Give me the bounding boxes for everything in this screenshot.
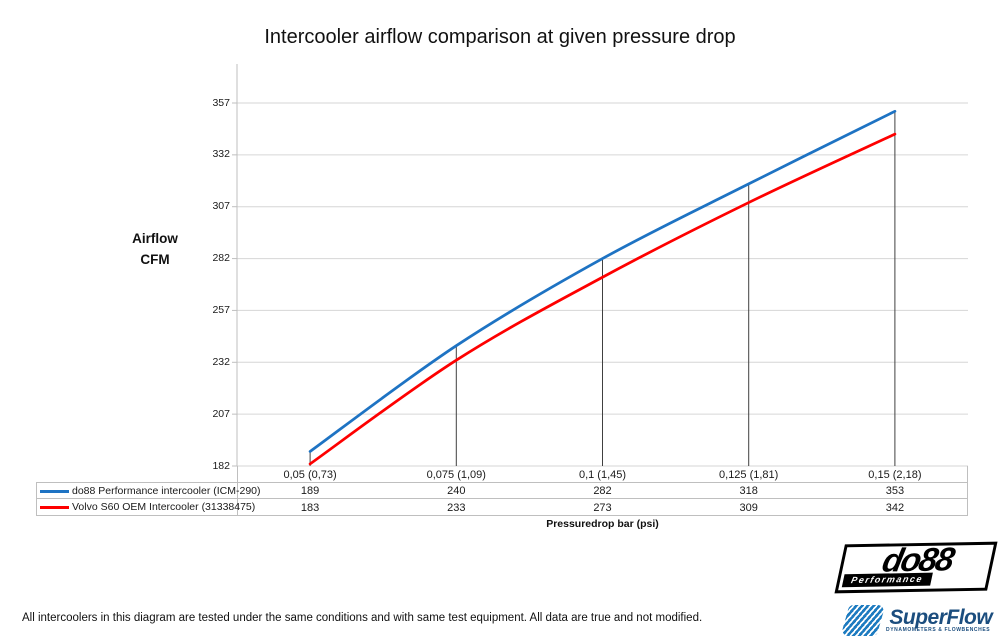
superflow-wordmark: SuperFlow [889, 606, 993, 629]
table-value-cell: 309 [739, 501, 758, 514]
footnote-text: All intercoolers in this diagram are tes… [22, 612, 703, 624]
table-value-cell: 233 [447, 501, 466, 514]
do88-logo-performance-bar: Performance [841, 572, 933, 588]
y-tick-label: 357 [212, 96, 230, 109]
do88-logo: do88 Performance [834, 540, 998, 594]
oem-series-line [308, 132, 897, 466]
table-value-cell: 282 [593, 485, 612, 497]
y-axis-title-line2: CFM [140, 252, 170, 267]
x-category-label: 0,075 (1,09) [426, 469, 486, 481]
table-value-cell: 318 [739, 485, 758, 497]
y-tick-label: 207 [212, 407, 230, 420]
x-category-label: 0,05 (0,73) [283, 469, 337, 481]
table-border-legend-divider [237, 466, 238, 515]
x-axis-title: Pressuredrop bar (psi) [546, 518, 659, 530]
table-border-middle [36, 498, 968, 499]
table-border-bottom [36, 515, 968, 516]
y-tick-label: 307 [212, 200, 230, 213]
superflow-logo: SuperFlow DYNAMOMETERS & FLOWBENCHES [840, 601, 993, 639]
superflow-tagline: DYNAMOMETERS & FLOWBENCHES [886, 627, 991, 633]
superflow-waves-icon [840, 604, 886, 636]
legend-row-do88: do88 Performance intercooler (ICM-290) [36, 483, 261, 499]
y-tick-label: 232 [212, 355, 230, 368]
do88-series-swatch [40, 489, 69, 493]
chart-title: Intercooler airflow comparison at given … [264, 26, 736, 48]
table-border-top [36, 482, 968, 483]
y-tick-label: 182 [212, 459, 230, 472]
do88-series-label: do88 Performance intercooler (ICM-290) [72, 485, 261, 497]
do88-logo-wordmark: do88 [879, 540, 957, 579]
x-category-label: 0,1 (1,45) [578, 469, 627, 481]
oem-series-swatch [40, 505, 69, 509]
superflow-logo-text: SuperFlow DYNAMOMETERS & FLOWBENCHES [886, 606, 993, 634]
y-axis-title-line1: Airflow [132, 231, 178, 246]
table-value-cell: 342 [885, 501, 905, 514]
table-value-cell: 189 [300, 485, 320, 497]
table-border-right [967, 466, 968, 515]
table-value-cell: 353 [885, 485, 905, 497]
table-value-cell: 273 [593, 501, 612, 514]
do88-series-line [308, 109, 897, 453]
table-value-cell: 240 [447, 485, 466, 497]
y-axis-title: Airflow CFM [105, 228, 205, 270]
y-tick-label: 257 [212, 303, 230, 316]
y-tick-label: 282 [212, 252, 230, 265]
table-value-cell: 183 [300, 501, 320, 514]
x-category-label: 0,125 (1,81) [719, 469, 779, 481]
legend-row-oem: Volvo S60 OEM Intercooler (31338475) [36, 499, 255, 515]
oem-series-label: Volvo S60 OEM Intercooler (31338475) [72, 501, 256, 513]
x-category-label: 0,15 (2,18) [868, 469, 922, 481]
y-tick-label: 332 [212, 148, 230, 161]
table-border-left [36, 482, 37, 515]
